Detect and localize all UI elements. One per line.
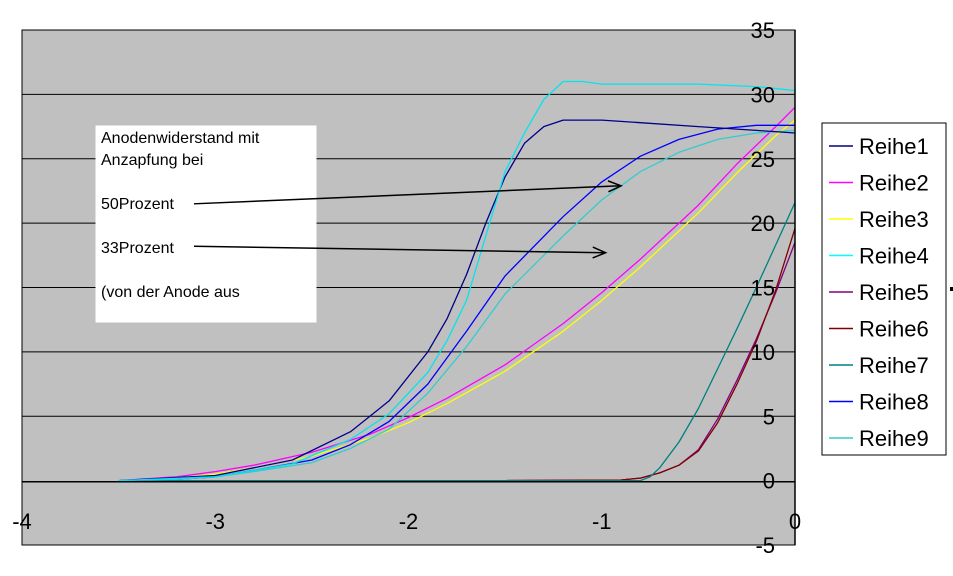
y-tick-label: -5 [755, 533, 775, 558]
legend: Reihe1 Reihe2 Reihe3 Reihe4 Reihe5 Reihe6 Reih… [821, 122, 947, 456]
series-line-curve-9 [118, 119, 796, 482]
arrow-head [607, 180, 623, 193]
series-line-reihe9 [118, 129, 796, 482]
y-tick-label: 15 [751, 276, 775, 301]
x-tick-label: -2 [399, 509, 419, 534]
legend-entry: Reihe8 [859, 390, 929, 415]
annotation-line-8: (von der Anode aus [101, 284, 240, 301]
legend-entry: Reihe9 [859, 426, 929, 451]
arrow-head [592, 246, 608, 259]
y-tick-label: 10 [751, 340, 775, 365]
annotation-arrows [193, 180, 623, 259]
y-tick-label: 35 [751, 18, 775, 43]
legend-entry: Reihe3 [859, 207, 929, 232]
annotation-line-2: Anzapfung bei [101, 152, 203, 169]
series-line-curve-10 [118, 80, 796, 482]
annotation-line-4: 50Prozent [101, 196, 174, 213]
x-tick-label: -4 [12, 509, 32, 534]
annotation-line-1: Anodenwiderstand mit [101, 130, 260, 147]
legend-entry: Reihe5 [859, 280, 929, 305]
x-tick-label: 0 [789, 509, 801, 534]
annotation-line-6: 33Prozent [101, 240, 174, 257]
legend-entry: Reihe2 [859, 171, 929, 196]
y-tick-labels: -5 0 5 10 15 20 25 30 35 [751, 18, 775, 558]
y-tick-label: 25 [751, 147, 775, 172]
series-line-reihe7 [118, 202, 796, 482]
y-tick-label: 30 [751, 82, 775, 107]
series-lines [118, 80, 796, 482]
legend-entry: Reihe6 [859, 317, 929, 342]
x-tick-label: -1 [592, 509, 612, 534]
annotation-arrow [193, 245, 606, 254]
stray-mark [950, 287, 953, 291]
annotation-arrow [193, 185, 622, 205]
legend-entry: Reihe4 [859, 244, 929, 269]
annotation-box: Anodenwiderstand mit Anzapfung bei 50Pro… [95, 125, 317, 323]
y-tick-label: 20 [751, 211, 775, 236]
legend-entry: Reihe7 [859, 353, 929, 378]
x-tick-labels: -4 -3 -2 -1 0 [12, 509, 801, 534]
series-line-reihe2 [118, 106, 796, 482]
y-tick-label: 0 [763, 469, 775, 494]
x-tick-label: -3 [205, 509, 225, 534]
legend-entry: Reihe1 [859, 134, 929, 159]
y-tick-label: 5 [763, 404, 775, 429]
